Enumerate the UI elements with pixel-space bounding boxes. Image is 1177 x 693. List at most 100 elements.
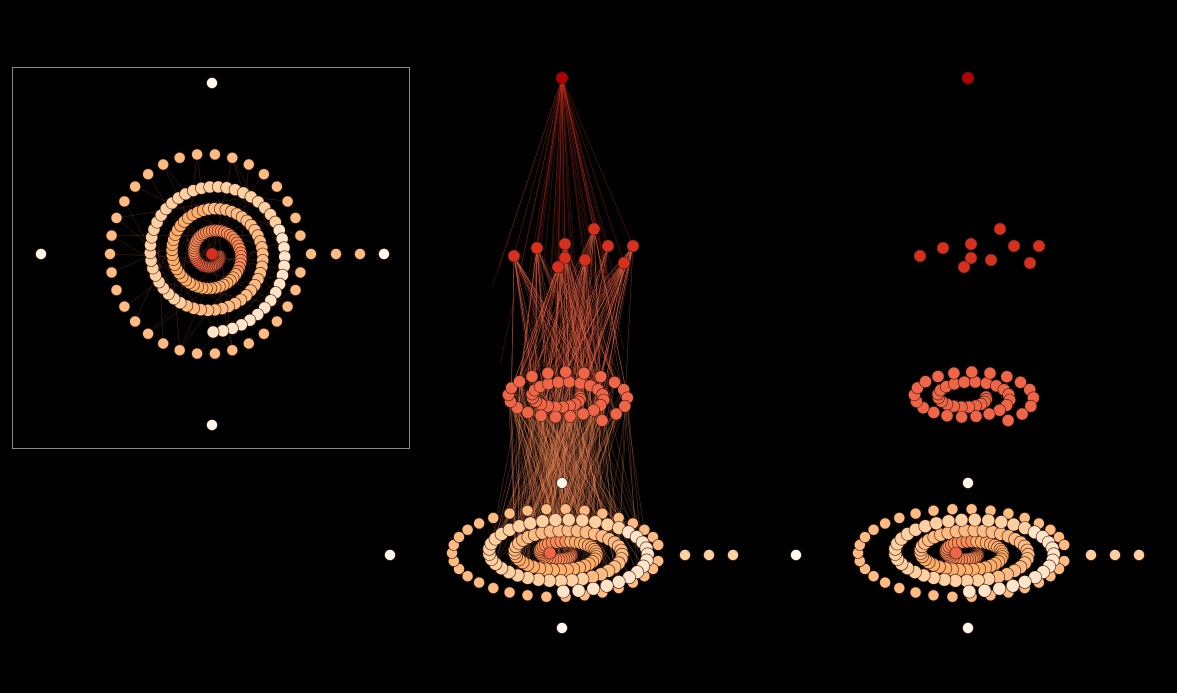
layered-edges-edge bbox=[569, 259, 586, 417]
layered-edges-edge bbox=[550, 399, 604, 532]
layered-edges-middle-node bbox=[525, 370, 539, 383]
layered-plain-tail-node bbox=[1133, 549, 1145, 561]
top-view-ring-node bbox=[173, 152, 186, 164]
layered-edges-bottom-ring-node bbox=[461, 523, 474, 536]
layered-edges-edge bbox=[561, 77, 566, 259]
layered-edges-bottom-ring-node bbox=[453, 531, 465, 543]
layered-plain-top-node bbox=[961, 71, 975, 85]
layered-edges-edge bbox=[491, 396, 581, 544]
top-view-ring-node bbox=[226, 344, 239, 357]
layered-edges-upper-node bbox=[578, 253, 592, 267]
layered-edges-edge bbox=[527, 404, 542, 578]
top-view-tail-node bbox=[305, 248, 317, 260]
top-view-ring-node bbox=[289, 284, 302, 296]
layered-edges-middle-node bbox=[549, 410, 562, 424]
top-view-ring-node bbox=[104, 248, 116, 260]
layered-edges-bottom-ring-node bbox=[473, 576, 485, 589]
layered-edges-middle-node bbox=[534, 409, 548, 423]
layered-plain-bottom-center-node bbox=[949, 546, 963, 560]
layered-edges-edge bbox=[582, 413, 584, 521]
layered-plain-middle-node bbox=[1000, 370, 1014, 384]
layered-edges-edge bbox=[574, 404, 620, 582]
layered-edges-bottom-ring-node bbox=[540, 503, 553, 516]
layered-edges-edge bbox=[534, 245, 609, 391]
layered-plain-bottom-ring-node bbox=[1002, 507, 1015, 520]
layered-plain-upper-node bbox=[964, 237, 978, 251]
layered-plain-tail-node bbox=[1109, 549, 1121, 561]
layered-edges-edge bbox=[577, 399, 581, 531]
top-view-edge bbox=[111, 235, 229, 307]
layered-plain-bottom-node bbox=[994, 515, 1009, 529]
layered-edges-edge bbox=[508, 394, 583, 521]
layered-edges-edge bbox=[513, 255, 533, 377]
top-view-frame bbox=[12, 67, 410, 449]
layered-edges-edge bbox=[593, 228, 628, 398]
layered-edges-middle-node bbox=[513, 375, 526, 388]
layered-edges-edge bbox=[561, 77, 617, 311]
layered-edges-edge bbox=[561, 77, 595, 230]
layered-edges-edge bbox=[561, 77, 625, 352]
top-view-ring-node bbox=[157, 158, 169, 171]
layered-plain-middle-node bbox=[1024, 399, 1038, 413]
layered-edges-bottom-ring-node bbox=[487, 582, 500, 594]
layered-edges-middle-node bbox=[577, 366, 591, 380]
layered-plain-bottom-ring-node bbox=[867, 570, 880, 583]
layered-edges-edge bbox=[491, 396, 581, 544]
layered-edges-middle-node bbox=[521, 406, 535, 419]
layered-edges-edge bbox=[601, 420, 647, 549]
layered-edges-edge bbox=[516, 259, 586, 408]
layered-plain-upper-node bbox=[993, 222, 1007, 236]
top-view-ring-node bbox=[243, 337, 255, 350]
layered-edges-upper-node bbox=[558, 237, 572, 251]
layered-edges-bottom-node bbox=[556, 584, 571, 599]
layered-edges-edge bbox=[527, 247, 538, 413]
layered-edges-edge bbox=[569, 416, 583, 521]
layered-edges-bottom-ring-node bbox=[540, 590, 553, 603]
layered-edges-upper-node bbox=[558, 251, 572, 265]
layered-edges-edge bbox=[564, 257, 570, 383]
layered-edges-upper-node bbox=[587, 222, 601, 236]
layered-edges-edge bbox=[495, 412, 529, 539]
layered-plain-upper-node bbox=[1007, 239, 1021, 253]
layered-edges-edge bbox=[547, 373, 629, 533]
layered-edges-upper-node bbox=[507, 249, 521, 263]
layered-edges-bottom-ring-node bbox=[473, 517, 485, 530]
layered-edges-edge bbox=[584, 259, 591, 386]
layered-plain-bottom-ring-node bbox=[859, 531, 871, 543]
top-view-edge bbox=[111, 233, 205, 273]
top-view-center-node bbox=[205, 247, 219, 261]
layered-edges-edge bbox=[522, 405, 601, 541]
layered-edges-bottom-ring-node bbox=[521, 504, 534, 517]
node-layer bbox=[35, 71, 1145, 634]
layered-edges-edge bbox=[561, 77, 583, 370]
top-view-ring-node bbox=[129, 180, 141, 193]
frame-layer bbox=[12, 67, 410, 449]
top-view-ring-node bbox=[281, 300, 294, 313]
layered-edges-edge bbox=[536, 247, 549, 384]
top-view-ring-node bbox=[226, 152, 239, 164]
layered-edges-edge bbox=[539, 262, 625, 387]
top-view-ring-node bbox=[118, 195, 131, 208]
layered-plain-middle-node bbox=[940, 409, 954, 423]
layered-edges-bottom-node bbox=[600, 517, 615, 532]
top-view-ring-node bbox=[258, 168, 270, 180]
layered-edges-bottom-ring-node bbox=[596, 507, 609, 520]
top-view-edge bbox=[240, 164, 250, 253]
layered-edges-edge bbox=[564, 243, 585, 374]
layered-edges-edge bbox=[561, 77, 590, 265]
layered-edges-edge bbox=[499, 77, 563, 364]
top-view-anchor-node bbox=[206, 419, 218, 431]
layered-plain-upper-node bbox=[957, 260, 971, 274]
layered-plain-bottom-node bbox=[1006, 517, 1021, 532]
layered-edges-bottom-ring-node bbox=[503, 586, 516, 599]
layered-edges-edge bbox=[518, 401, 536, 544]
layered-edges-edge bbox=[519, 371, 566, 527]
layered-edges-bottom-node bbox=[571, 583, 586, 598]
layered-edges-edge bbox=[564, 243, 601, 406]
top-view-ring-node bbox=[209, 347, 221, 360]
layered-plain-middle-node bbox=[927, 406, 941, 419]
layered-edges-middle-node bbox=[576, 407, 590, 421]
layered-plain-middle-node bbox=[955, 410, 968, 424]
layered-plain-bottom-node bbox=[962, 584, 977, 599]
